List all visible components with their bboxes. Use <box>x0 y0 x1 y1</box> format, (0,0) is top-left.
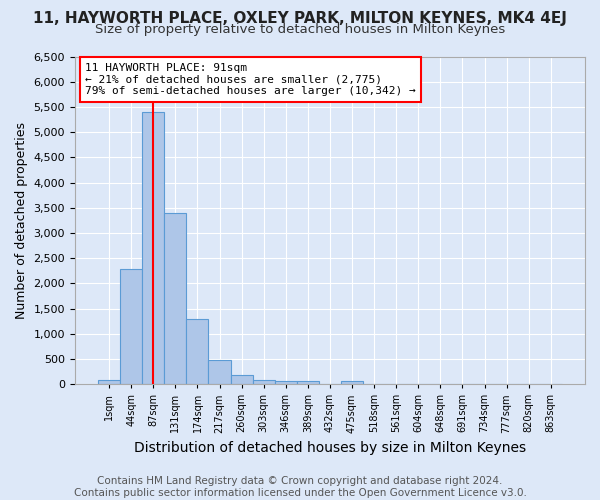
Bar <box>297 380 319 384</box>
Bar <box>120 270 142 384</box>
Bar <box>341 380 363 384</box>
Text: 11, HAYWORTH PLACE, OXLEY PARK, MILTON KEYNES, MK4 4EJ: 11, HAYWORTH PLACE, OXLEY PARK, MILTON K… <box>33 12 567 26</box>
Bar <box>230 376 253 384</box>
Text: 11 HAYWORTH PLACE: 91sqm
← 21% of detached houses are smaller (2,775)
79% of sem: 11 HAYWORTH PLACE: 91sqm ← 21% of detach… <box>85 63 416 96</box>
Bar <box>187 318 208 384</box>
Bar <box>98 380 120 384</box>
Bar <box>164 213 187 384</box>
Bar <box>142 112 164 384</box>
Bar <box>208 360 230 384</box>
Y-axis label: Number of detached properties: Number of detached properties <box>15 122 28 319</box>
Text: Contains HM Land Registry data © Crown copyright and database right 2024.
Contai: Contains HM Land Registry data © Crown c… <box>74 476 526 498</box>
Text: Size of property relative to detached houses in Milton Keynes: Size of property relative to detached ho… <box>95 24 505 36</box>
Bar <box>275 380 297 384</box>
X-axis label: Distribution of detached houses by size in Milton Keynes: Distribution of detached houses by size … <box>134 441 526 455</box>
Bar <box>253 380 275 384</box>
